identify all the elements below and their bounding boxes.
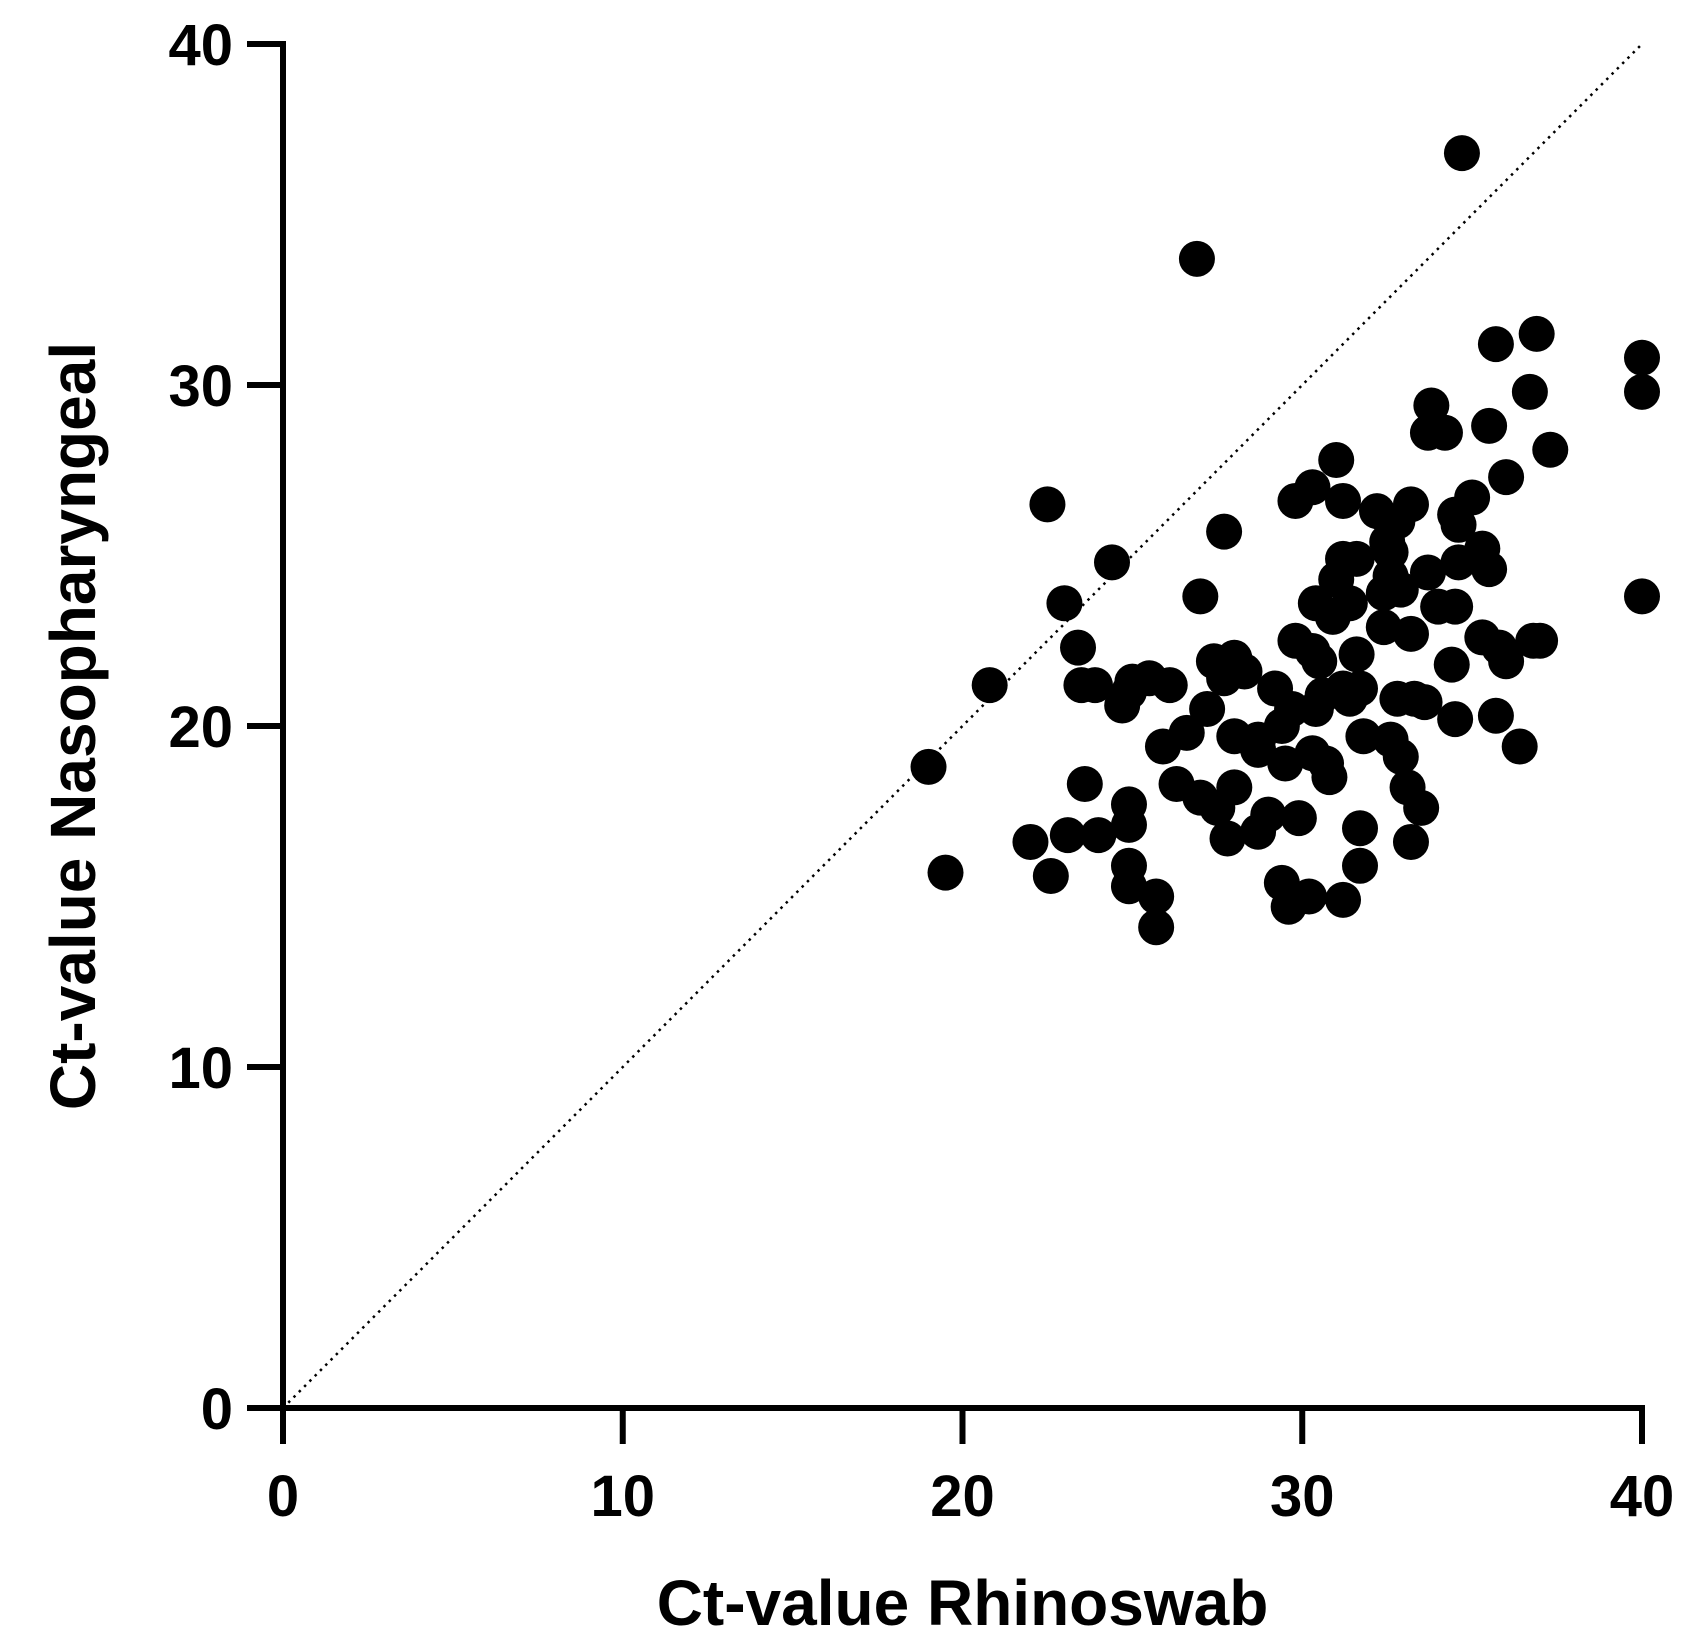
data-point — [910, 748, 947, 785]
data-point — [1093, 544, 1130, 581]
data-point — [1209, 820, 1246, 857]
data-point — [1624, 578, 1660, 615]
data-point — [1280, 800, 1317, 837]
data-point — [1488, 459, 1525, 496]
data-point — [1029, 486, 1066, 523]
data-point — [1267, 745, 1304, 782]
data-point — [1365, 609, 1402, 646]
data-point — [1301, 643, 1338, 680]
data-point — [1437, 701, 1474, 738]
x-tick-label: 40 — [1610, 1464, 1675, 1529]
data-point — [1345, 718, 1382, 755]
data-point — [1440, 544, 1477, 581]
data-point — [1532, 431, 1569, 468]
reference-line — [282, 43, 1643, 1409]
y-axis-title: Ct-value Nasopharyngeal — [37, 342, 109, 1110]
y-axis-ticks: 0 10 20 30 40 — [168, 13, 283, 1442]
data-point — [1066, 765, 1103, 802]
x-axis-ticks: 0 10 20 30 40 — [267, 1408, 1674, 1529]
data-point — [1406, 684, 1443, 721]
data-point — [1199, 789, 1236, 826]
data-point — [1138, 878, 1175, 915]
data-point — [1110, 868, 1147, 905]
y-tick-label: 30 — [168, 354, 233, 419]
data-point — [1342, 810, 1379, 847]
x-tick-label: 30 — [1270, 1464, 1335, 1529]
data-point — [1110, 806, 1147, 843]
data-point — [1440, 506, 1477, 543]
data-point — [1477, 697, 1514, 734]
data-point — [1325, 482, 1362, 519]
data-point — [1226, 653, 1263, 690]
data-point — [1392, 823, 1429, 860]
data-point — [1624, 373, 1660, 410]
data-point — [1178, 240, 1215, 277]
data-point — [1518, 315, 1555, 352]
data-point — [1443, 135, 1480, 172]
data-point — [1471, 407, 1508, 444]
data-point — [1382, 738, 1419, 775]
data-point — [1060, 629, 1097, 666]
data-point — [1413, 387, 1450, 424]
data-point — [1104, 687, 1141, 724]
y-tick-label: 0 — [201, 1377, 233, 1442]
data-point — [1311, 759, 1348, 796]
reference-line-layer — [282, 43, 1643, 1409]
data-point — [1080, 817, 1117, 854]
data-point — [1049, 817, 1086, 854]
y-tick-label: 10 — [168, 1036, 233, 1101]
data-point — [1331, 680, 1368, 717]
y-tick-label: 20 — [168, 695, 233, 760]
data-point — [1342, 847, 1379, 884]
data-point — [1624, 339, 1660, 376]
data-point — [1270, 888, 1307, 925]
data-point — [1409, 554, 1446, 591]
data-point — [1240, 731, 1277, 768]
data-point — [1314, 598, 1351, 635]
data-point — [1501, 728, 1538, 765]
data-point — [1454, 479, 1491, 516]
data-point — [1240, 813, 1277, 850]
data-point — [1403, 789, 1440, 826]
data-point — [1471, 551, 1508, 588]
data-point — [1338, 636, 1375, 673]
x-tick-label: 10 — [590, 1464, 655, 1529]
data-point — [971, 667, 1008, 704]
data-point — [1433, 646, 1470, 683]
data-point — [927, 854, 964, 891]
data-point — [1437, 588, 1474, 625]
x-tick-label: 20 — [930, 1464, 995, 1529]
data-point — [1077, 667, 1114, 704]
data-point — [1277, 482, 1314, 519]
data-points — [910, 135, 1660, 946]
data-point — [1151, 667, 1188, 704]
data-point — [1325, 881, 1362, 918]
data-point — [1392, 615, 1429, 652]
data-point — [1138, 909, 1175, 946]
data-point — [1318, 442, 1355, 479]
data-point — [1144, 728, 1181, 765]
data-point — [1206, 513, 1243, 550]
data-point — [1426, 414, 1463, 451]
data-point — [1477, 326, 1514, 363]
data-point — [1189, 690, 1226, 727]
x-axis-title: Ct-value Rhinoswab — [657, 1567, 1269, 1639]
data-point — [1522, 622, 1559, 659]
data-point — [1382, 571, 1419, 608]
data-point — [1297, 690, 1334, 727]
data-point — [1511, 373, 1548, 410]
data-point — [1182, 578, 1219, 615]
y-tick-label: 40 — [168, 13, 233, 78]
data-point — [1032, 858, 1069, 895]
data-point — [1488, 643, 1525, 680]
data-point — [1012, 823, 1049, 860]
x-tick-label: 0 — [267, 1464, 299, 1529]
data-point — [1046, 585, 1083, 622]
